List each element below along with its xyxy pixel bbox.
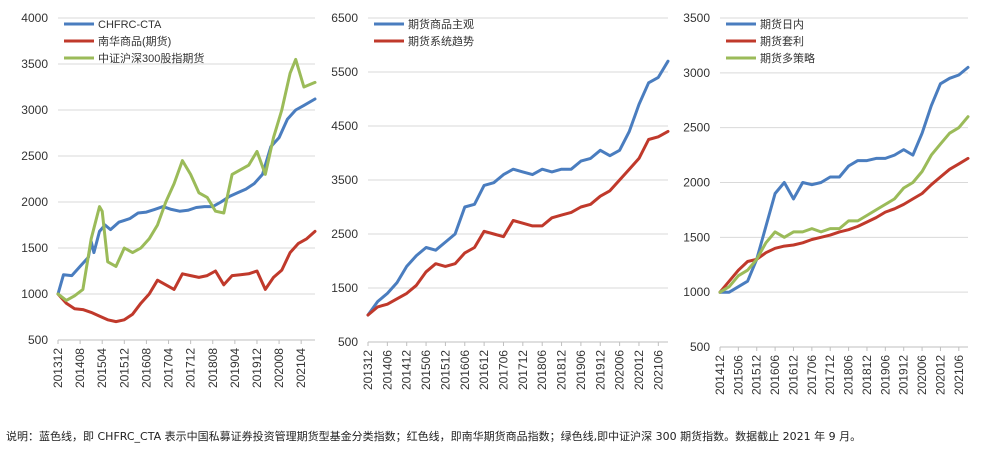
y-tick-label: 2000 xyxy=(683,176,710,190)
x-tick-label: 201912 xyxy=(593,350,607,390)
x-tick-label: 201706 xyxy=(496,350,510,390)
x-tick-label: 201812 xyxy=(860,355,874,395)
series-line-3 xyxy=(718,115,970,294)
x-tick-label: 201704 xyxy=(162,348,176,388)
x-tick-label: 201712 xyxy=(184,348,198,388)
series-line-1 xyxy=(718,65,970,294)
x-tick-label: 201512 xyxy=(438,350,452,390)
x-tick-label: 201808 xyxy=(206,348,220,388)
x-tick-label: 201512 xyxy=(750,355,764,395)
series-line-2 xyxy=(56,229,317,324)
y-tick-label: 1500 xyxy=(683,230,710,244)
y-tick-label: 6500 xyxy=(331,11,358,25)
y-tick-label: 3500 xyxy=(21,57,48,71)
chart-panel-3: 500 1000 1500 2000 2500 3000 3500 201412 201506 2… xyxy=(683,11,970,395)
legend-label: 期货系统趋势 xyxy=(408,34,474,48)
x-tick-label: 201912 xyxy=(250,348,264,388)
x-tick-label: 201906 xyxy=(574,350,588,390)
figure-charts: 500 1000 1500 2000 2500 3000 3500 4000 201312 201… xyxy=(21,11,970,395)
x-tick-label: 201906 xyxy=(878,355,892,395)
y-tick-label: 4500 xyxy=(331,119,358,133)
chart-panel-2: 500 1500 2500 3500 4500 5500 6500 201312 201406 2… xyxy=(331,11,670,390)
x-tick-label: 202106 xyxy=(952,355,966,395)
y-tick-label: 4000 xyxy=(21,11,48,25)
y-tick-label: 3000 xyxy=(21,103,48,117)
y-tick-label: 1500 xyxy=(21,241,48,255)
x-tick-label: 201506 xyxy=(731,355,745,395)
legend-label: 期货日内 xyxy=(760,17,804,31)
legend-label: 期货套利 xyxy=(760,34,804,48)
y-tick-label: 5500 xyxy=(331,65,358,79)
y-tick-label: 1500 xyxy=(331,281,358,295)
y-tick-label: 1000 xyxy=(683,285,710,299)
x-tick-label: 201412 xyxy=(400,350,414,390)
x-tick-label: 201406 xyxy=(380,350,394,390)
series-line-1 xyxy=(366,59,670,317)
y-tick-label: 2500 xyxy=(683,121,710,135)
x-tick-label: 202012 xyxy=(933,355,947,395)
y-tick-label: 3000 xyxy=(683,66,710,80)
y-tick-label: 500 xyxy=(28,333,48,347)
legend-label: 期货商品主观 xyxy=(408,17,474,31)
series-line-2 xyxy=(718,156,970,294)
x-tick-label: 201512 xyxy=(117,348,131,388)
chart-panel-1: 500 1000 1500 2000 2500 3000 3500 4000 201312 201… xyxy=(21,11,317,388)
x-tick-label: 201806 xyxy=(535,350,549,390)
y-tick-label: 2000 xyxy=(21,195,48,209)
x-tick-label: 201904 xyxy=(228,348,242,388)
footnote: 说明：蓝色线，即 CHFRC_CTA 表示中国私募证券投资管理期货型基金分类指数… xyxy=(6,430,862,443)
x-tick-label: 202008 xyxy=(272,348,286,388)
x-tick-label: 201612 xyxy=(477,350,491,390)
y-tick-label: 500 xyxy=(338,335,358,349)
x-tick-label: 201412 xyxy=(713,355,727,395)
y-tick-label: 3500 xyxy=(683,11,710,25)
y-tick-label: 3500 xyxy=(331,173,358,187)
x-tick-label: 201806 xyxy=(842,355,856,395)
y-tick-label: 2500 xyxy=(21,149,48,163)
x-tick-label: 202104 xyxy=(294,348,308,388)
legend-label: 中证沪深300股指期货 xyxy=(98,51,204,65)
y-tick-label: 500 xyxy=(690,340,710,354)
x-tick-label: 202012 xyxy=(632,350,646,390)
legend-label: 南华商品(期货) xyxy=(98,34,171,48)
x-tick-label: 201608 xyxy=(139,348,153,388)
series-line-2 xyxy=(366,129,670,317)
x-tick-label: 201506 xyxy=(419,350,433,390)
series-line-1 xyxy=(56,97,317,296)
x-tick-label: 201812 xyxy=(555,350,569,390)
x-tick-label: 201408 xyxy=(73,348,87,388)
x-tick-label: 201712 xyxy=(516,350,530,390)
x-tick-label: 201606 xyxy=(458,350,472,390)
y-tick-label: 2500 xyxy=(331,227,358,241)
x-tick-label: 201312 xyxy=(361,350,375,390)
x-tick-label: 201706 xyxy=(805,355,819,395)
x-tick-label: 201312 xyxy=(51,348,65,388)
y-tick-label: 1000 xyxy=(21,287,48,301)
x-tick-label: 201504 xyxy=(95,348,109,388)
x-tick-label: 201612 xyxy=(786,355,800,395)
legend-label: 期货多策略 xyxy=(760,51,815,65)
x-tick-label: 201712 xyxy=(823,355,837,395)
x-tick-label: 201912 xyxy=(897,355,911,395)
x-tick-label: 202106 xyxy=(651,350,665,390)
x-tick-label: 201606 xyxy=(768,355,782,395)
x-tick-label: 202006 xyxy=(613,350,627,390)
x-tick-label: 202006 xyxy=(915,355,929,395)
legend-label: CHFRC-CTA xyxy=(98,19,162,31)
series-line-3 xyxy=(56,57,317,302)
